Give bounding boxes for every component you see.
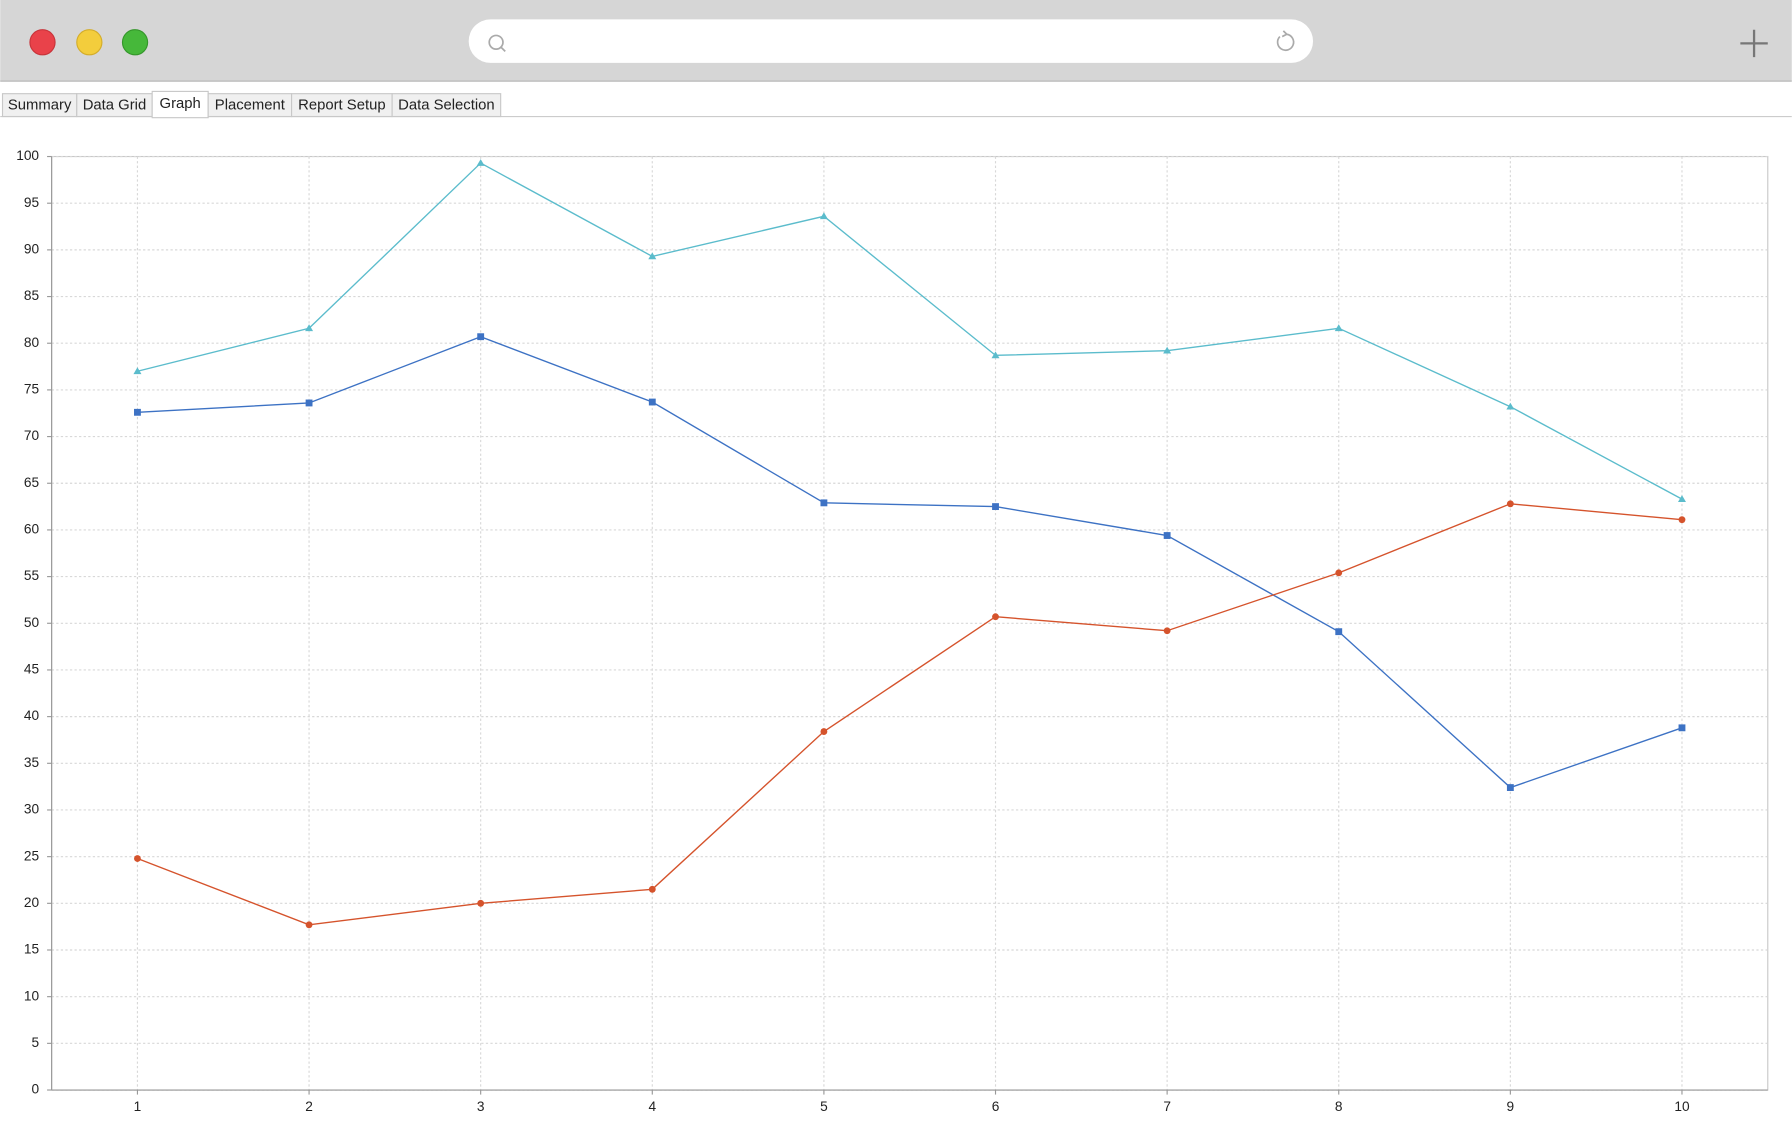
data-point bbox=[991, 351, 1000, 359]
data-point bbox=[1335, 628, 1343, 636]
y-tick-label: 10 bbox=[24, 988, 40, 1003]
y-tick-label: 25 bbox=[24, 848, 40, 863]
data-point bbox=[1163, 627, 1171, 635]
tab-strip: Summary Data Grid Graph Placement Report Set… bbox=[1, 90, 502, 119]
y-tick-label: 100 bbox=[16, 148, 39, 163]
tab-label: Summary bbox=[8, 98, 72, 114]
y-tick-label: 90 bbox=[24, 242, 40, 257]
data-point bbox=[820, 728, 828, 735]
y-tick-label: 35 bbox=[24, 755, 40, 770]
data-point bbox=[992, 503, 999, 511]
y-tick-label: 30 bbox=[24, 802, 40, 817]
data-point bbox=[1163, 532, 1171, 539]
minimize-button[interactable] bbox=[76, 29, 103, 56]
data-point bbox=[305, 399, 313, 407]
new-tab-button[interactable] bbox=[1740, 29, 1768, 58]
x-tick-label: 7 bbox=[1163, 1099, 1171, 1114]
data-point bbox=[1163, 346, 1172, 354]
y-tick-label: 95 bbox=[24, 195, 40, 210]
x-tick-label: 5 bbox=[820, 1099, 828, 1114]
series-line bbox=[137, 162, 1683, 500]
data-point bbox=[1678, 516, 1686, 524]
data-point bbox=[305, 921, 313, 929]
data-point bbox=[820, 499, 828, 507]
data-point bbox=[133, 367, 142, 375]
x-tick-label: 3 bbox=[477, 1099, 485, 1114]
data-point bbox=[1335, 569, 1343, 577]
y-tick-label: 75 bbox=[24, 382, 40, 397]
data-point bbox=[134, 408, 141, 416]
x-tick-label: 6 bbox=[992, 1099, 1000, 1114]
y-tick-label: 40 bbox=[24, 708, 40, 723]
data-point bbox=[477, 899, 485, 907]
tab[interactable] bbox=[391, 93, 502, 118]
data-point bbox=[992, 613, 999, 621]
x-tick-label: 10 bbox=[1674, 1099, 1690, 1114]
x-tick-label: 1 bbox=[134, 1099, 142, 1114]
series-line bbox=[137, 503, 1683, 926]
plot-area bbox=[51, 155, 1769, 1091]
tab-label: Placement bbox=[215, 98, 286, 114]
data-point bbox=[477, 333, 485, 341]
y-tick-label: 5 bbox=[31, 1035, 39, 1050]
tab-label: Data Grid bbox=[83, 98, 147, 114]
data-point bbox=[648, 398, 656, 406]
data-point bbox=[648, 252, 657, 260]
series-line bbox=[137, 335, 1683, 789]
data-point bbox=[476, 159, 485, 166]
y-tick-label: 50 bbox=[24, 615, 40, 630]
tab-label: Data Selection bbox=[398, 98, 495, 114]
data-point bbox=[1334, 324, 1343, 332]
y-tick-label: 80 bbox=[24, 335, 40, 350]
y-tick-label: 60 bbox=[24, 522, 40, 537]
data-point bbox=[305, 324, 314, 332]
y-tick-label: 0 bbox=[31, 1082, 39, 1097]
search-bar[interactable] bbox=[468, 19, 1314, 63]
y-tick-label: 55 bbox=[24, 568, 40, 583]
data-point bbox=[1506, 500, 1514, 508]
close-button[interactable] bbox=[29, 29, 56, 56]
data-point bbox=[1678, 724, 1686, 732]
y-tick-label: 70 bbox=[24, 428, 40, 443]
data-point bbox=[819, 212, 828, 220]
tab-label: Report Setup bbox=[298, 98, 385, 114]
search-icon-handle bbox=[500, 46, 506, 53]
y-tick-label: 20 bbox=[24, 895, 40, 910]
maximize-button[interactable] bbox=[121, 29, 149, 56]
x-tick-label: 9 bbox=[1507, 1099, 1515, 1114]
y-tick-label: 15 bbox=[24, 942, 40, 957]
x-tick-label: 8 bbox=[1335, 1099, 1343, 1114]
y-tick-label: 85 bbox=[24, 288, 40, 303]
x-tick-label: 4 bbox=[648, 1099, 656, 1114]
tab-label: Graph bbox=[160, 96, 201, 112]
x-tick-label: 2 bbox=[305, 1099, 313, 1114]
y-tick-label: 65 bbox=[24, 475, 40, 490]
data-point bbox=[1506, 784, 1514, 791]
data-point bbox=[1506, 402, 1515, 410]
data-point bbox=[134, 855, 141, 862]
search-icon bbox=[488, 34, 504, 50]
data-point bbox=[648, 885, 656, 893]
y-tick-label: 45 bbox=[24, 662, 40, 677]
reload-icon[interactable] bbox=[1276, 30, 1295, 52]
chart: 0510152025303540455055606570758085909510… bbox=[16, 148, 1769, 1114]
data-point bbox=[1677, 495, 1686, 502]
